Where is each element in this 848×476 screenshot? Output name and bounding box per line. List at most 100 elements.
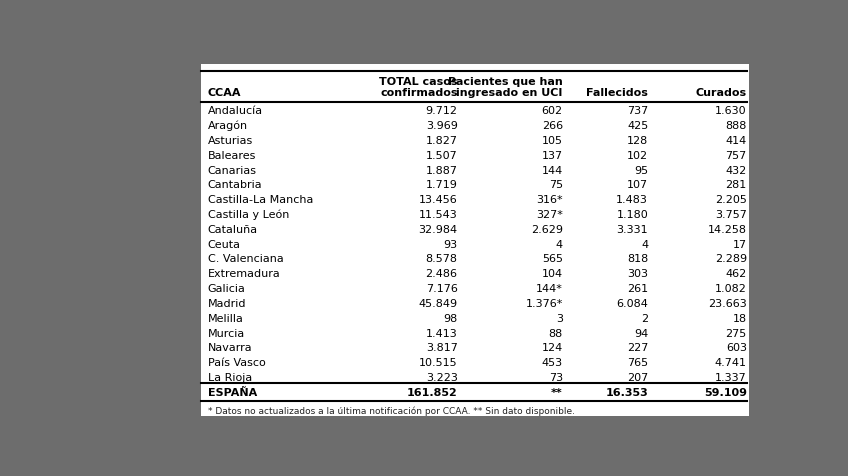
Text: 207: 207	[627, 372, 648, 382]
Text: 14.258: 14.258	[708, 224, 747, 234]
Text: 128: 128	[627, 136, 648, 146]
Text: CCAA: CCAA	[208, 88, 242, 98]
Text: 32.984: 32.984	[418, 224, 458, 234]
Text: 1.337: 1.337	[715, 372, 747, 382]
Text: 104: 104	[542, 269, 563, 278]
Text: 88: 88	[549, 328, 563, 338]
Text: Aragón: Aragón	[208, 120, 248, 131]
Text: * Datos no actualizados a la última notificación por CCAA. ** Sin dato disponibl: * Datos no actualizados a la última noti…	[208, 406, 575, 416]
Text: 16.353: 16.353	[605, 387, 648, 397]
Text: 8.578: 8.578	[426, 254, 458, 264]
Text: 565: 565	[542, 254, 563, 264]
Text: 757: 757	[726, 150, 747, 160]
Text: 73: 73	[549, 372, 563, 382]
Text: ingresado en UCI: ingresado en UCI	[456, 88, 563, 98]
Text: 1.887: 1.887	[426, 165, 458, 175]
Text: C. Valenciana: C. Valenciana	[208, 254, 283, 264]
Text: **: **	[551, 387, 563, 397]
Text: 1.719: 1.719	[426, 180, 458, 190]
Text: La Rioja: La Rioja	[208, 372, 252, 382]
Text: 227: 227	[627, 343, 648, 353]
Text: 2: 2	[641, 313, 648, 323]
Text: Melilla: Melilla	[208, 313, 243, 323]
Text: 3.757: 3.757	[715, 209, 747, 219]
Text: 10.515: 10.515	[419, 357, 458, 367]
Text: confirmados: confirmados	[380, 88, 458, 98]
Text: 327*: 327*	[536, 209, 563, 219]
Text: Asturias: Asturias	[208, 136, 253, 146]
FancyBboxPatch shape	[201, 64, 749, 416]
Text: 3.817: 3.817	[426, 343, 458, 353]
Text: 462: 462	[726, 269, 747, 278]
Text: 765: 765	[627, 357, 648, 367]
Text: 2.205: 2.205	[715, 195, 747, 205]
Text: 98: 98	[444, 313, 458, 323]
Text: 1.483: 1.483	[616, 195, 648, 205]
Text: Curados: Curados	[695, 88, 747, 98]
Text: Cantabria: Cantabria	[208, 180, 263, 190]
Text: 737: 737	[627, 106, 648, 116]
Text: 281: 281	[726, 180, 747, 190]
Text: 102: 102	[627, 150, 648, 160]
Text: 1.827: 1.827	[426, 136, 458, 146]
Text: Madrid: Madrid	[208, 298, 247, 308]
Text: Navarra: Navarra	[208, 343, 253, 353]
Text: 107: 107	[627, 180, 648, 190]
Text: 45.849: 45.849	[418, 298, 458, 308]
Text: 1.180: 1.180	[616, 209, 648, 219]
Text: 23.663: 23.663	[708, 298, 747, 308]
Text: 1.507: 1.507	[426, 150, 458, 160]
Text: Ceuta: Ceuta	[208, 239, 241, 249]
Text: 4.741: 4.741	[715, 357, 747, 367]
Text: 6.084: 6.084	[616, 298, 648, 308]
Text: Fallecidos: Fallecidos	[586, 88, 648, 98]
Text: Murcia: Murcia	[208, 328, 245, 338]
Text: Castilla y León: Castilla y León	[208, 209, 289, 220]
Text: 266: 266	[542, 121, 563, 131]
Text: 105: 105	[542, 136, 563, 146]
Text: 13.456: 13.456	[419, 195, 458, 205]
Text: 316*: 316*	[536, 195, 563, 205]
Text: País Vasco: País Vasco	[208, 357, 265, 367]
Text: 18: 18	[733, 313, 747, 323]
Text: 3.331: 3.331	[616, 224, 648, 234]
Text: 888: 888	[725, 121, 747, 131]
Text: 3: 3	[555, 313, 563, 323]
Text: 11.543: 11.543	[419, 209, 458, 219]
Text: 414: 414	[726, 136, 747, 146]
Text: 2.486: 2.486	[426, 269, 458, 278]
Text: 9.712: 9.712	[426, 106, 458, 116]
Text: 303: 303	[628, 269, 648, 278]
Text: 2.289: 2.289	[715, 254, 747, 264]
Text: Extremadura: Extremadura	[208, 269, 281, 278]
Text: 4: 4	[555, 239, 563, 249]
Text: 3.223: 3.223	[426, 372, 458, 382]
Text: Canarias: Canarias	[208, 165, 257, 175]
Text: 144*: 144*	[536, 284, 563, 294]
Text: 93: 93	[444, 239, 458, 249]
Text: Galicia: Galicia	[208, 284, 246, 294]
Text: 17: 17	[733, 239, 747, 249]
Text: 1.413: 1.413	[426, 328, 458, 338]
Text: 1.082: 1.082	[715, 284, 747, 294]
Text: Cataluña: Cataluña	[208, 224, 258, 234]
Text: 4: 4	[641, 239, 648, 249]
Text: ESPAÑA: ESPAÑA	[208, 387, 257, 397]
Text: 261: 261	[627, 284, 648, 294]
Text: Pacientes que han: Pacientes que han	[448, 77, 563, 87]
Text: Castilla-La Mancha: Castilla-La Mancha	[208, 195, 313, 205]
Text: Baleares: Baleares	[208, 150, 256, 160]
Text: TOTAL casos: TOTAL casos	[379, 77, 458, 87]
Text: 2.629: 2.629	[531, 224, 563, 234]
Text: 602: 602	[542, 106, 563, 116]
Text: 161.852: 161.852	[407, 387, 458, 397]
Text: Andalucía: Andalucía	[208, 106, 263, 116]
Text: 75: 75	[549, 180, 563, 190]
Text: 124: 124	[542, 343, 563, 353]
Text: 1.630: 1.630	[715, 106, 747, 116]
Text: 425: 425	[627, 121, 648, 131]
Text: 95: 95	[634, 165, 648, 175]
Text: 1.376*: 1.376*	[526, 298, 563, 308]
Text: 453: 453	[542, 357, 563, 367]
Text: 59.109: 59.109	[704, 387, 747, 397]
